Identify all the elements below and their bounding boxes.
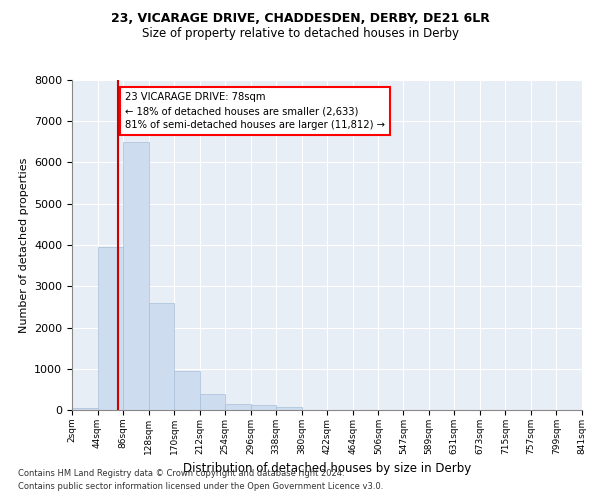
Bar [72,408,98,410]
Y-axis label: Number of detached properties: Number of detached properties [19,158,29,332]
Bar [149,302,174,410]
Bar [251,405,276,410]
Text: 23, VICARAGE DRIVE, CHADDESDEN, DERBY, DE21 6LR: 23, VICARAGE DRIVE, CHADDESDEN, DERBY, D… [110,12,490,26]
Text: Contains public sector information licensed under the Open Government Licence v3: Contains public sector information licen… [18,482,383,491]
Text: Size of property relative to detached houses in Derby: Size of property relative to detached ho… [142,28,458,40]
Bar [276,406,302,410]
Bar [225,404,251,410]
Bar [174,371,200,410]
Text: 23 VICARAGE DRIVE: 78sqm
← 18% of detached houses are smaller (2,633)
81% of sem: 23 VICARAGE DRIVE: 78sqm ← 18% of detach… [125,92,385,130]
Text: Contains HM Land Registry data © Crown copyright and database right 2024.: Contains HM Land Registry data © Crown c… [18,468,344,477]
X-axis label: Distribution of detached houses by size in Derby: Distribution of detached houses by size … [183,462,471,475]
Bar [98,247,123,410]
Bar [200,394,225,410]
Bar [123,142,149,410]
